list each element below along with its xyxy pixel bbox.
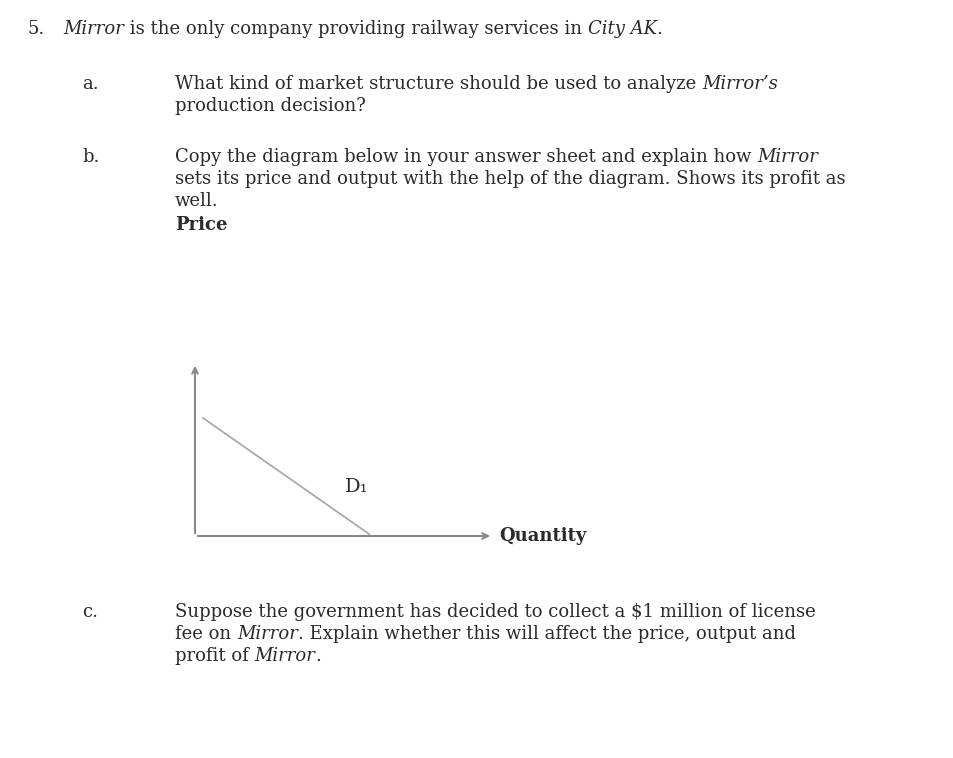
Text: sets its price and output with the help of the diagram. Shows its profit as: sets its price and output with the help … bbox=[174, 170, 844, 188]
Text: What kind of market structure should be used to analyze: What kind of market structure should be … bbox=[174, 75, 701, 93]
Text: c.: c. bbox=[82, 603, 98, 621]
Text: Copy the diagram below in your answer sheet and explain how: Copy the diagram below in your answer sh… bbox=[174, 148, 757, 166]
Text: City AK: City AK bbox=[587, 20, 656, 38]
Text: profit of: profit of bbox=[174, 647, 254, 665]
Text: .: . bbox=[656, 20, 662, 38]
Text: . Explain whether this will affect the price, output and: . Explain whether this will affect the p… bbox=[297, 625, 795, 643]
Text: .: . bbox=[315, 647, 321, 665]
Text: b.: b. bbox=[82, 148, 99, 166]
Text: Suppose the government has decided to collect a $1 million of license: Suppose the government has decided to co… bbox=[174, 603, 815, 621]
Text: Mirror: Mirror bbox=[757, 148, 817, 166]
Text: D₁: D₁ bbox=[345, 478, 368, 496]
Text: Mirror’s: Mirror’s bbox=[701, 75, 777, 93]
Text: 5.: 5. bbox=[28, 20, 45, 38]
Text: Mirror: Mirror bbox=[254, 647, 315, 665]
Text: Mirror: Mirror bbox=[236, 625, 297, 643]
Text: well.: well. bbox=[174, 192, 218, 210]
Text: Mirror: Mirror bbox=[63, 20, 124, 38]
Text: Quantity: Quantity bbox=[498, 527, 586, 545]
Text: is the only company providing railway services in: is the only company providing railway se… bbox=[124, 20, 587, 38]
Text: a.: a. bbox=[82, 75, 98, 93]
Text: fee on: fee on bbox=[174, 625, 236, 643]
Text: production decision?: production decision? bbox=[174, 97, 366, 115]
Text: Price: Price bbox=[174, 216, 227, 234]
